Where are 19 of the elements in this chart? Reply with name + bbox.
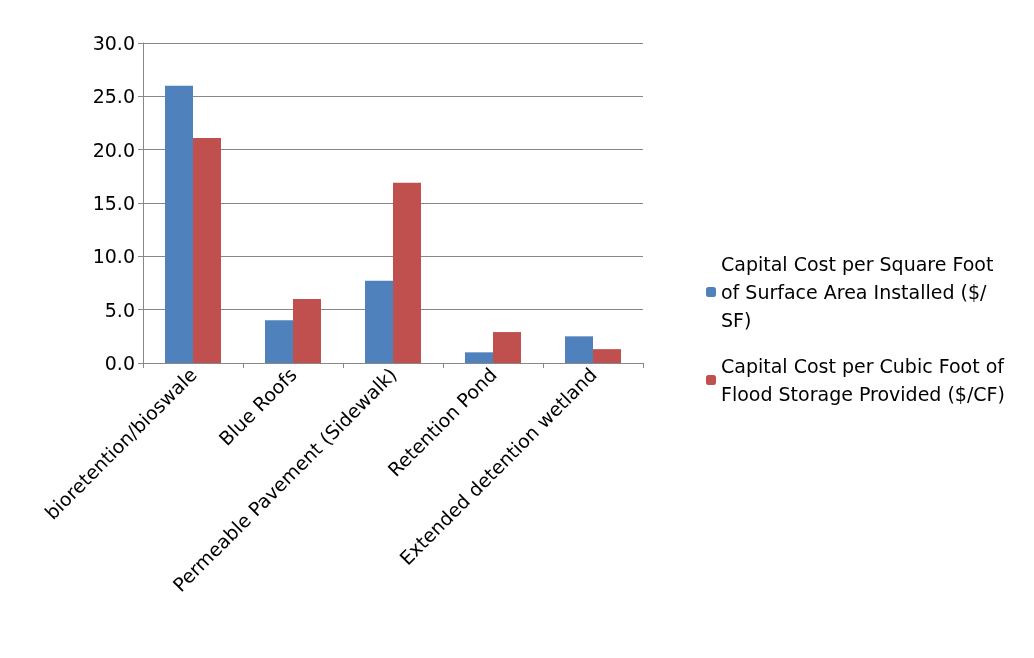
bar (193, 137, 221, 363)
y-tick-label: 10.0 (92, 245, 135, 268)
bar (593, 349, 621, 363)
bar (265, 320, 293, 363)
bar (293, 299, 321, 363)
bar (365, 280, 393, 363)
y-tick-label: 0.0 (104, 352, 135, 374)
y-tick-label: 20.0 (92, 138, 135, 161)
y-tick-label: 15.0 (92, 192, 135, 214)
y-tick-label: 30.0 (92, 32, 135, 54)
y-tick-label: 25.0 (92, 85, 135, 108)
y-tick-label: 5.0 (104, 298, 135, 321)
bar (465, 352, 493, 363)
bar (565, 336, 593, 363)
bar (493, 332, 521, 363)
legend-label: Capital Cost per Cubic Foot of Flood Storage Provided ($/CF) (721, 355, 1011, 405)
bar (393, 182, 421, 363)
legend-label: Capital Cost per Square Foot of Surface Area Installed ($/SF) (721, 253, 1000, 331)
bar (165, 85, 193, 363)
